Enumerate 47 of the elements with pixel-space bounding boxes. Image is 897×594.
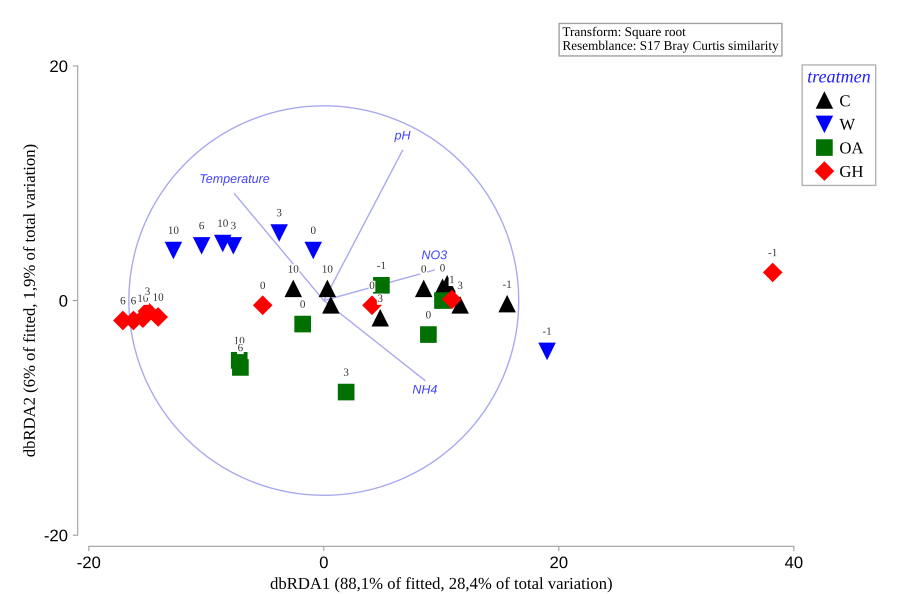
legend-label: OA [840, 142, 864, 154]
annotation: -1 [502, 280, 512, 288]
x-tick-label: 40 [784, 556, 802, 568]
annotation: 10 [154, 293, 164, 301]
legend-label: W [839, 118, 856, 130]
annotation: -1 [377, 262, 386, 270]
text: Transform: Square root [562, 26, 686, 39]
annotation: 6 [120, 296, 126, 304]
legend-label: GH [840, 166, 863, 178]
annotation: 6 [238, 344, 243, 352]
annotation: 0 [440, 264, 445, 272]
annotation: 0 [421, 265, 426, 273]
annotation: 10 [288, 265, 298, 273]
y-tick-label: 0 [59, 294, 68, 307]
annotation: 3 [145, 288, 150, 295]
series-label: Temperature [200, 174, 270, 186]
annotation: -1 [768, 248, 777, 256]
y-axis-title: dbRDA2 (6% of fitted, 1,9% of total variation) [23, 144, 38, 457]
annotation: 3 [231, 222, 236, 230]
annotation: 6 [199, 222, 204, 230]
annotation: 3 [344, 368, 348, 376]
annotation: 0 [260, 282, 266, 290]
annotation: 10 [218, 219, 228, 227]
series-label: pH [394, 130, 411, 142]
annotation: 3 [378, 294, 383, 302]
x-tick-label: 20 [550, 556, 568, 568]
x-axis-title: dbRDA1 (88,1% of fitted, 28,4% of total variation) [270, 577, 612, 592]
annotation: 0 [426, 310, 431, 318]
annotation: 0 [300, 300, 306, 308]
text: Resemblance: S17 Bray Curtis similarity [562, 40, 779, 53]
series-label: NH4 [412, 384, 437, 394]
annotation: 10 [168, 226, 179, 234]
annotation: 6 [131, 296, 136, 304]
annotation: 3 [276, 208, 282, 216]
x-tick-label: -20 [78, 556, 100, 568]
annotation: -1 [542, 327, 552, 335]
legend-title: treatmen [808, 72, 870, 83]
annotation: 3 [458, 282, 462, 290]
legend-label: C [840, 95, 850, 106]
series-label: NO3 [422, 250, 448, 260]
annotation: 0 [370, 282, 374, 290]
annotation: 10 [322, 265, 332, 273]
y-tick-label: 20 [50, 60, 68, 72]
annotation: 1 [450, 276, 454, 284]
annotation: 0 [310, 226, 316, 234]
x-tick-label: 0 [320, 556, 328, 568]
y-tick-label: -20 [44, 530, 68, 542]
